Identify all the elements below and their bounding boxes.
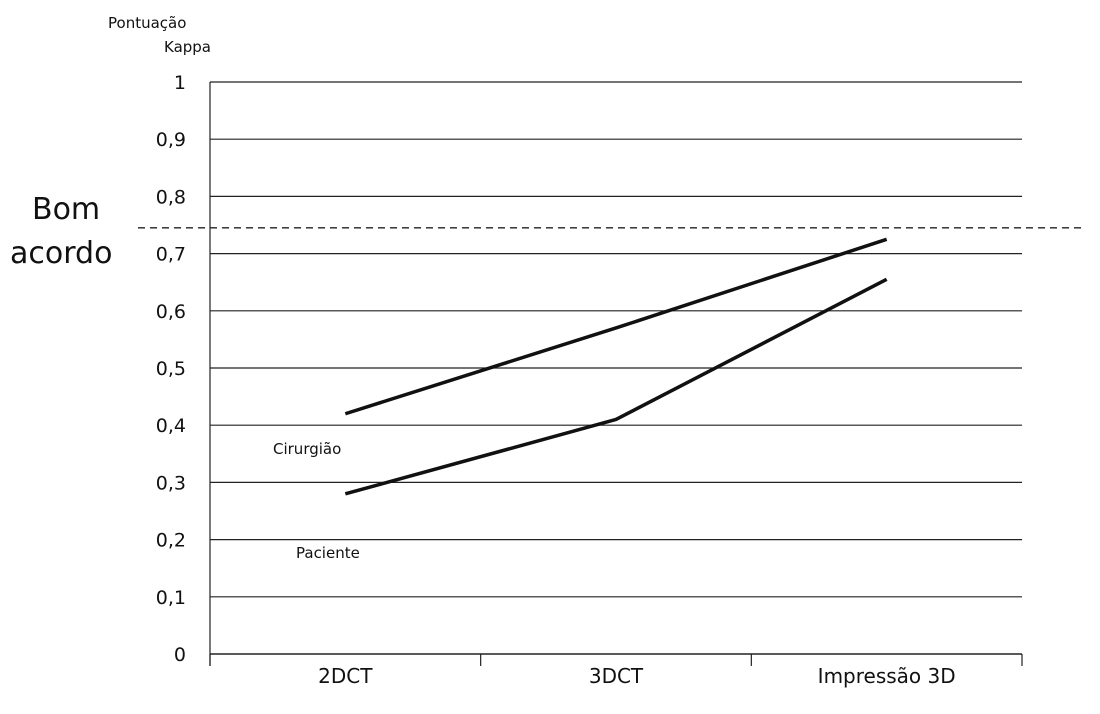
series-label: Paciente (296, 544, 360, 562)
y-axis-title-line-1: Pontuação (108, 14, 187, 32)
y-tick-label: 0,9 (156, 129, 186, 151)
x-axis: 2DCT 3DCT Impressão 3D (209, 82, 1023, 688)
y-tick-label: 1 (174, 72, 186, 94)
reference-line-label-line-2: acordo (10, 236, 113, 271)
y-tick-label: 0,3 (156, 472, 186, 494)
y-tick-label: 0,4 (156, 415, 186, 437)
y-tick-label: 0,7 (156, 244, 186, 266)
y-tick-label: 0 (174, 644, 186, 666)
x-tick-label: 2DCT (318, 664, 373, 688)
y-axis-title-line-2: Kappa (164, 38, 211, 56)
y-tick-label: 0,5 (156, 358, 186, 380)
y-tick-labels: 0 0,1 0,2 0,3 0,4 0,5 0,6 0,7 0,8 0,9 1 (156, 72, 186, 666)
x-tick-label: Impressão 3D (818, 664, 956, 688)
y-tick-label: 0,8 (156, 186, 186, 208)
series-line-2 (344, 277, 888, 496)
series-label: Cirurgião (273, 440, 341, 458)
x-tick-label: 3DCT (589, 664, 644, 688)
y-tick-label: 0,1 (156, 587, 186, 609)
reference-line-label: Bom acordo (10, 188, 112, 276)
series-lines (344, 237, 888, 496)
series-labels: Cirurgião Paciente (273, 440, 360, 562)
series-line-1 (344, 237, 888, 416)
grid-lines (210, 81, 1022, 598)
y-tick-label: 0,6 (156, 301, 186, 323)
reference-line-label-line-1: Bom (32, 192, 101, 227)
y-tick-label: 0,2 (156, 530, 186, 552)
